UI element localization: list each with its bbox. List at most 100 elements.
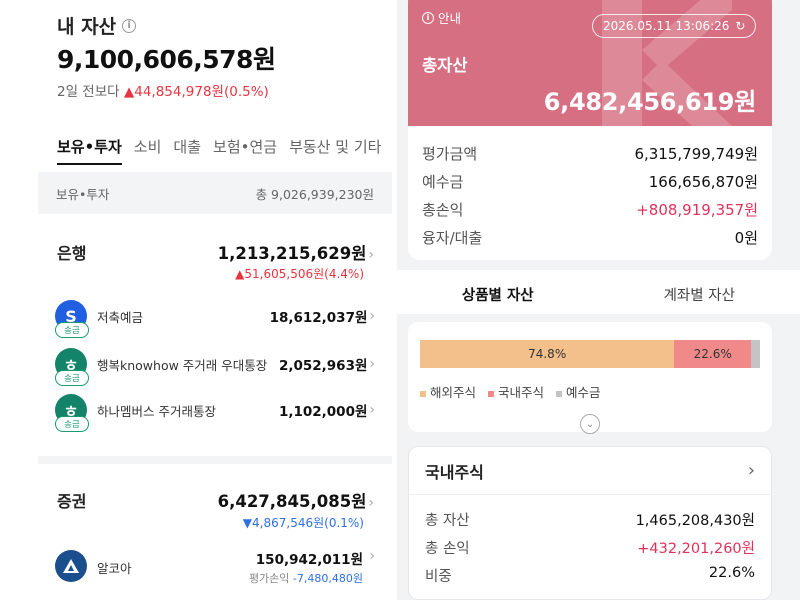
holdings-summary-bar: 보유•투자 총 9,026,939,230원 [38,172,392,214]
total-assets-header: i 안내 2026.05.11 13:06:26 ↻ 총자산 6,482,456… [408,0,772,126]
detail-row: 총손익 +808,919,357원 [422,199,758,220]
asset-category-tabs: 보유•투자 소비 대출 보험•연금 부동산 및 기타 [57,136,393,165]
detail-label: 평가금액 [422,145,478,163]
bank-change: ▲51,605,506원(4.4%) [235,267,364,281]
asset-view-tabs: 상품별 자산 계좌별 자산 [397,270,800,314]
allocation-legend: 해외주식 국내주식 예수금 [420,382,601,401]
domestic-label: 총 자산 [425,513,470,529]
right-panel: i 안내 2026.05.11 13:06:26 ↻ 총자산 6,482,456… [397,0,800,600]
legend-label: 해외주식 [430,385,477,400]
chevron-right-icon: › [369,402,375,418]
bank-account-row[interactable]: S 송금 저축예금 18,612,037원 › [55,296,375,338]
chevron-right-icon: › [368,247,374,263]
detail-row: 예수금 166,656,870원 [422,171,758,192]
tab-real-estate[interactable]: 부동산 및 기타 [289,138,382,156]
legend-swatch [488,390,495,397]
change-prefix: 2일 전보다 [57,84,120,100]
my-assets-title-text: 내 자산 [57,16,117,38]
securities-total-value: 6,427,845,085원 [217,492,367,511]
detail-label: 예수금 [422,173,464,191]
domestic-row: 총 자산 1,465,208,430원 [425,509,755,530]
allocation-segment [751,340,760,368]
legend-item: 해외주식 [420,382,476,401]
allocation-segment: 74.8% [420,340,675,368]
account-name: 행복knowhow 주거래 우대통장 [97,357,268,373]
profit-loss-label: 평가손익 [248,572,290,585]
securities-logo-icon [55,550,87,582]
summary-label: 보유•투자 [56,186,110,202]
change-value: ▲44,854,978원(0.5%) [123,84,269,100]
detail-value: +808,919,357원 [636,201,758,219]
brand-watermark-icon [602,0,732,126]
allocation-card: 74.8% 22.6% 해외주식 국내주식 예수금 ⌄ [408,322,772,434]
transfer-badge[interactable]: 송금 [55,416,89,432]
domestic-value: 1,465,208,430원 [635,513,755,529]
my-assets-title: 내 자산 i [57,12,137,39]
account-name: 알코아 [97,561,132,576]
change-line: 2일 전보다 ▲44,854,978원(0.5%) [57,80,269,100]
legend-label: 예수금 [566,385,601,400]
notice-link[interactable]: i 안내 [422,8,461,27]
chevron-right-icon: › [368,495,374,511]
bank-account-row[interactable]: ㅎ 송금 하나멤버스 주거래통장 1,102,000원 › [55,390,375,432]
chevron-right-icon: › [747,460,755,481]
section-divider [38,456,392,464]
domestic-stock-title: 국내주식 [425,462,484,482]
account-balance: 1,102,000원 [278,404,368,420]
triangle-logo-icon [63,559,79,573]
refresh-timestamp-button[interactable]: 2026.05.11 13:06:26 ↻ [592,14,757,38]
bank-account-row[interactable]: ㅎ 송금 행복knowhow 주거래 우대통장 2,052,963원 › [55,344,375,386]
allocation-bar: 74.8% 22.6% [420,340,760,368]
left-panel: 내 자산 i 9,100,606,578원 2일 전보다 ▲44,854,978… [0,0,392,600]
tab-loans[interactable]: 대출 [173,138,202,156]
chevron-right-icon: › [369,548,375,564]
allocation-segment: 22.6% [674,340,752,368]
transfer-badge[interactable]: 송금 [55,322,89,338]
hana-bank-logo-icon: ㅎ 송금 [55,348,89,386]
total-assets-card: i 안내 2026.05.11 13:06:26 ↻ 총자산 6,482,456… [408,0,772,260]
detail-value: 6,315,799,749원 [634,145,758,163]
domestic-stock-card[interactable]: 국내주식 › 총 자산 1,465,208,430원 총 손익 +432,201… [408,446,772,600]
securities-account-row[interactable]: 알코아 150,942,011원 › 평가손익 -7,480,480원 [55,548,377,588]
legend-label: 국내주식 [498,385,545,400]
detail-value: 0원 [734,229,758,247]
domestic-row: 총 손익 +432,201,260원 [425,537,755,558]
securities-section-title: 증권 [57,492,87,511]
legend-item: 국내주식 [488,382,544,401]
shinhan-bank-logo-icon: S 송금 [55,300,89,338]
total-assets-value: 6,482,456,619원 [543,88,757,116]
tab-holdings[interactable]: 보유•투자 [57,136,122,165]
domestic-stock-header: 국내주식 › [409,447,771,495]
chevron-down-icon[interactable]: ⌄ [580,414,600,434]
account-balance: 150,942,011원 [255,552,363,568]
info-icon[interactable]: i [122,18,137,33]
bank-total-amount[interactable]: 1,213,215,629원 › [218,240,374,264]
refresh-icon: ↻ [735,19,746,33]
transfer-badge[interactable]: 송금 [55,370,89,386]
notice-label: 안내 [438,11,462,26]
tab-by-product[interactable]: 상품별 자산 [461,288,534,304]
total-assets-amount: 9,100,606,578원 [57,45,276,74]
domestic-label: 총 손익 [425,541,470,557]
total-assets-label: 총자산 [422,56,468,75]
bank-logo-glyph: S [65,306,77,326]
account-name: 저축예금 [97,309,144,325]
tab-by-account[interactable]: 계좌별 자산 [663,288,735,304]
account-balance: 2,052,963원 [278,358,368,374]
legend-swatch [420,390,426,397]
tab-spending[interactable]: 소비 [133,138,162,156]
account-balance: 18,612,037원 [269,310,368,326]
tab-insurance[interactable]: 보험•연금 [213,138,278,156]
legend-item: 예수금 [556,382,601,401]
detail-label: 융자/대출 [422,229,483,247]
info-icon: i [422,11,434,24]
domestic-label: 비중 [425,569,452,585]
domestic-row: 비중 22.6% [425,565,755,586]
securities-total-amount[interactable]: 6,427,845,085원 › [218,488,374,512]
detail-label: 총손익 [422,201,464,219]
account-name: 하나멤버스 주거래통장 [97,403,216,419]
detail-row: 평가금액 6,315,799,749원 [422,143,758,164]
domestic-value: 22.6% [708,565,755,581]
chevron-right-icon: › [369,356,375,372]
detail-value: 166,656,870원 [648,173,758,191]
